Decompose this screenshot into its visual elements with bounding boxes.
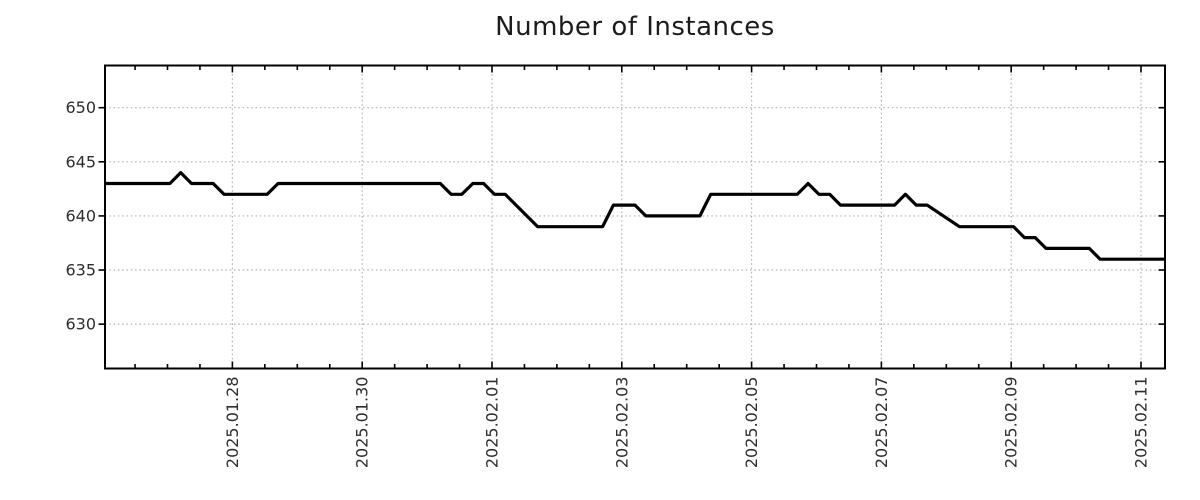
y-tick-label: 640 — [65, 206, 96, 225]
x-tick-label: 2025.01.28 — [223, 377, 242, 469]
chart-title: Number of Instances — [495, 12, 775, 42]
y-tick-label: 645 — [65, 152, 96, 171]
x-tick-label: 2025.02.03 — [612, 377, 631, 469]
y-tick-label: 630 — [65, 315, 96, 334]
y-tick-label: 650 — [65, 98, 96, 117]
x-tick-label: 2025.02.01 — [482, 376, 501, 468]
series-line — [105, 171, 1165, 261]
x-tick-label: 2025.02.09 — [1002, 377, 1021, 469]
x-tick-label: 2025.02.07 — [872, 377, 891, 469]
x-tick-label: 2025.02.11 — [1131, 377, 1150, 469]
x-tick-label: 2025.02.05 — [742, 377, 761, 469]
plot-border — [104, 64, 1166, 370]
x-tick-label: 2025.01.30 — [353, 377, 372, 469]
y-tick-label: 635 — [65, 261, 96, 280]
